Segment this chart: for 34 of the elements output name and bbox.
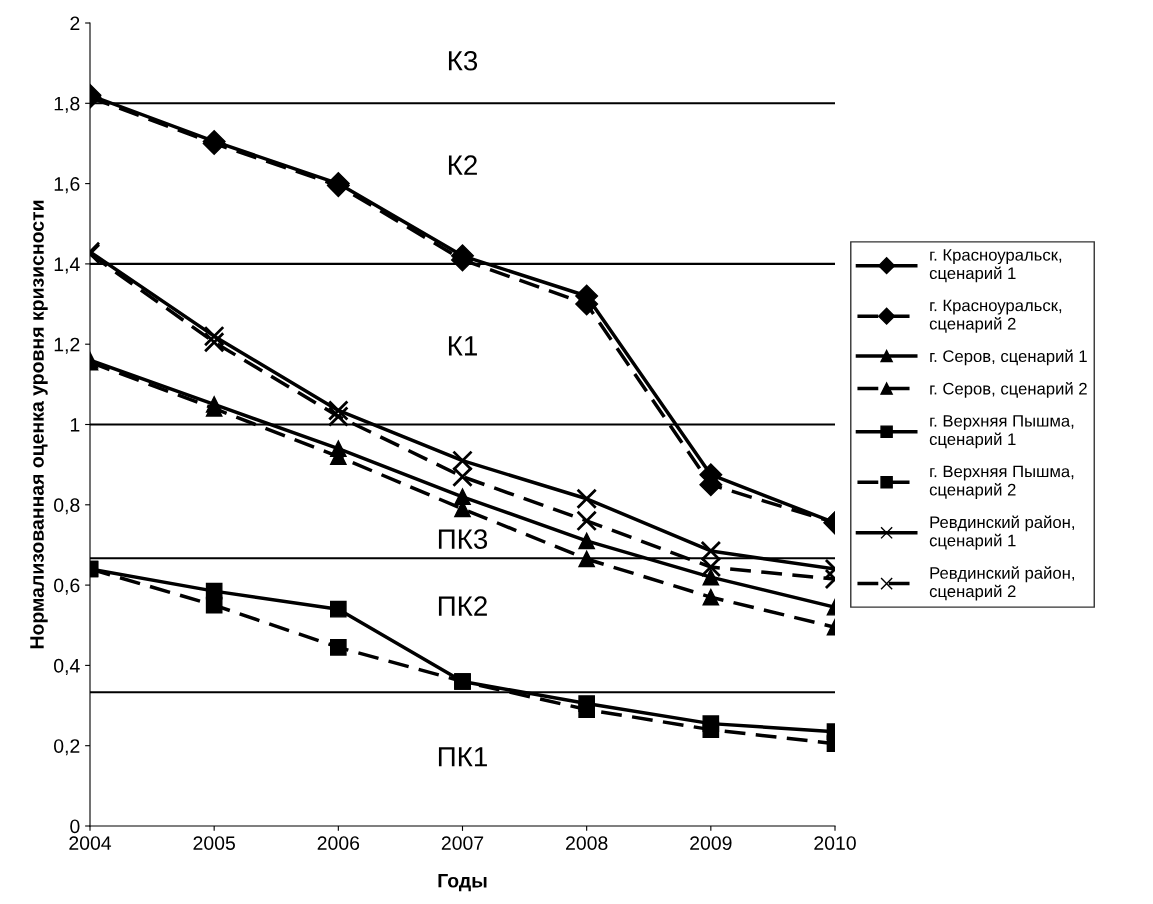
annotation: К1: [448, 336, 477, 356]
legend-label: Ревдинский район, сценарий 2: [929, 566, 1075, 601]
x-tick-label: 2010: [814, 836, 856, 850]
annotation: К2: [448, 155, 477, 175]
y-tick-label: 1,6: [54, 177, 80, 194]
legend-label: г. Серов, сценарий 2: [930, 382, 1087, 398]
x-tick-label: 2008: [566, 836, 608, 850]
legend-label: г. Верхняя Пышма, сценарий 2: [929, 465, 1074, 499]
y-tick-label: 1,8: [54, 96, 80, 113]
legend-label: Ревдинский район, сценарий 1: [929, 515, 1075, 550]
y-tick-label: 1,4: [54, 257, 80, 274]
x-tick-label: 2005: [193, 836, 235, 850]
legend-label: г. Серов, сценарий 1: [930, 349, 1087, 366]
x-tick-label: 2006: [317, 836, 360, 850]
x-axis-title: Годы: [438, 874, 487, 892]
annotation: ПК2: [438, 596, 487, 616]
legend-label: г. Красноуральск, сценарий 2: [929, 299, 1062, 333]
x-tick-label: 2004: [69, 836, 112, 850]
legend-label: г. Красноуральск, сценарий 1: [929, 249, 1062, 283]
annotation: ПК1: [438, 747, 487, 767]
y-tick-label: 1: [70, 418, 80, 432]
x-tick-label: 2009: [690, 836, 732, 850]
y-tick-label: 0,8: [54, 498, 80, 515]
annotation: ПК3: [438, 529, 488, 549]
y-tick-label: 0,6: [54, 578, 80, 595]
y-tick-label: 1,2: [54, 337, 80, 354]
x-tick-label: 2007: [441, 836, 484, 850]
y-tick-label: 0,4: [54, 658, 80, 675]
y-tick-label: 2: [70, 16, 80, 31]
annotation: К3: [448, 50, 478, 71]
y-tick-label: 0: [70, 819, 80, 834]
y-axis-title: Нормализованная оценка уровня кризисности: [30, 200, 48, 649]
legend-label: г. Верхняя Пышма, сценарий 1: [929, 415, 1074, 449]
y-tick-label: 0,2: [54, 739, 80, 756]
